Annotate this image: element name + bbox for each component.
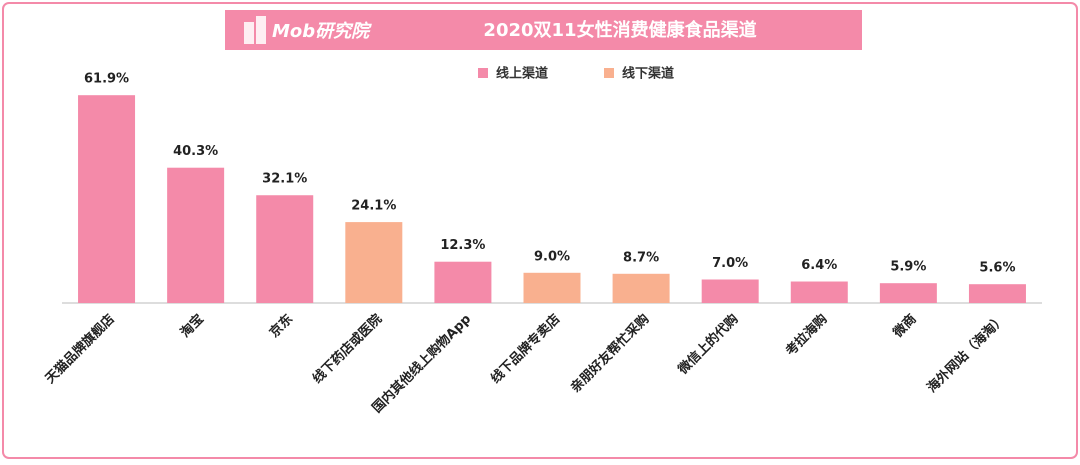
- legend-swatch: [478, 68, 488, 78]
- bar: [612, 273, 670, 303]
- bar: [345, 222, 403, 303]
- bar: [879, 283, 937, 303]
- data-label: 5.9%: [890, 260, 926, 275]
- data-label: 7.0%: [712, 256, 748, 271]
- data-label: 5.6%: [979, 261, 1015, 276]
- logo-icon: [256, 16, 266, 44]
- bar: [968, 284, 1026, 303]
- frame: [2, 2, 1078, 459]
- logo-icon: [244, 22, 254, 44]
- data-label: 9.0%: [534, 249, 570, 264]
- data-label: 32.1%: [262, 172, 307, 187]
- bar: [523, 272, 581, 303]
- bar: [167, 167, 225, 303]
- data-label: 6.4%: [801, 258, 837, 273]
- bar: [701, 279, 759, 303]
- data-label: 24.1%: [351, 199, 396, 214]
- bar: [790, 281, 848, 303]
- bar: [256, 195, 314, 303]
- bar: [434, 261, 492, 303]
- data-label: 40.3%: [173, 144, 218, 159]
- data-label: 61.9%: [84, 72, 129, 87]
- legend-swatch: [604, 68, 614, 78]
- legend-label: 线下渠道: [622, 66, 674, 82]
- legend-label: 线上渠道: [496, 66, 548, 82]
- title-banner: [225, 10, 862, 50]
- data-label: 12.3%: [440, 238, 485, 253]
- bar: [78, 95, 136, 303]
- brand: Mob研究院: [272, 21, 372, 42]
- chart-title: 2020双11女性消费健康食品渠道: [483, 19, 756, 41]
- data-label: 8.7%: [623, 250, 659, 265]
